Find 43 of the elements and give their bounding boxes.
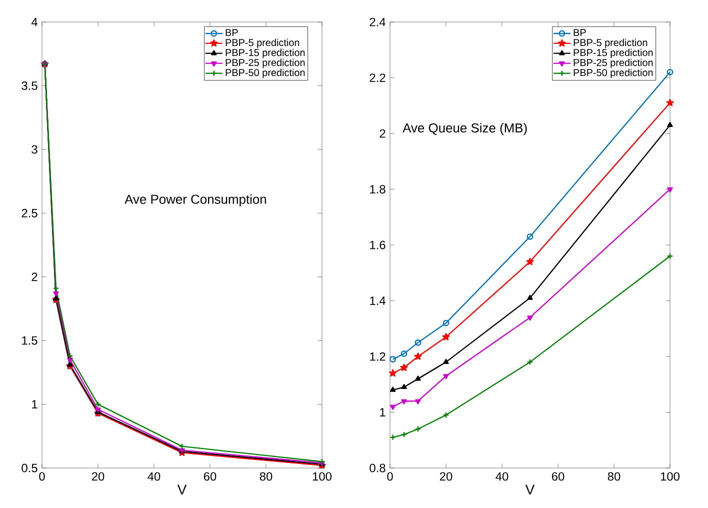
x-tick-label: 100 [312,472,332,481]
x-axis-title: V [525,484,535,494]
y-tick-label: 0.5 [22,464,38,472]
x-tick-label: 80 [608,472,620,481]
y-tick-label: 2 [32,272,38,282]
legend-label: PBP-5 prediction [226,38,300,48]
y-tick-label: 0.8 [370,464,386,472]
y-tick-label: 2.2 [370,74,386,82]
x-tick-label: 20 [92,472,104,481]
annotation: Ave Power Consumption [124,194,266,206]
y-tick-label: 1 [32,400,38,408]
legend-label: PBP-25 prediction [226,58,305,68]
y-tick-label: 1.2 [370,352,386,361]
y-tick-label: 1 [380,408,386,416]
x-tick-label: 80 [260,472,272,481]
x-tick-label: 100 [660,472,680,481]
y-tick-label: 1.5 [22,336,38,345]
annotation: Ave Queue Size (MB) [402,123,527,136]
legend-label: PBP-5 prediction [574,38,648,48]
y-tick-label: 1.6 [370,240,386,250]
x-tick-label: 0 [387,472,393,481]
x-tick-label: 60 [204,472,216,481]
legend-label: PBP-15 prediction [226,48,305,58]
y-tick-label: 1.4 [370,296,386,305]
y-tick-label: 2.5 [22,208,38,218]
x-tick-label: 40 [148,472,160,481]
y-tick-label: 3.5 [22,81,38,90]
legend-label: BP [226,29,238,36]
legend-label: PBP-25 prediction [574,58,653,68]
y-tick-label: 2.4 [370,18,386,26]
y-tick-label: 3 [32,145,38,154]
legend-label: PBP-50 prediction [574,68,653,78]
x-tick-label: 40 [496,472,508,481]
x-tick-label: 0 [39,472,45,481]
legend-label: PBP-50 prediction [226,68,305,78]
y-tick-label: 4 [31,18,38,26]
y-tick-label: 2 [380,129,386,138]
x-tick-label: 60 [552,472,564,481]
y-tick-label: 1.8 [370,185,386,194]
x-axis-title: V [177,484,187,494]
legend-label: BP [574,29,586,36]
x-tick-label: 20 [440,472,452,481]
legend-label: PBP-15 prediction [574,48,653,58]
